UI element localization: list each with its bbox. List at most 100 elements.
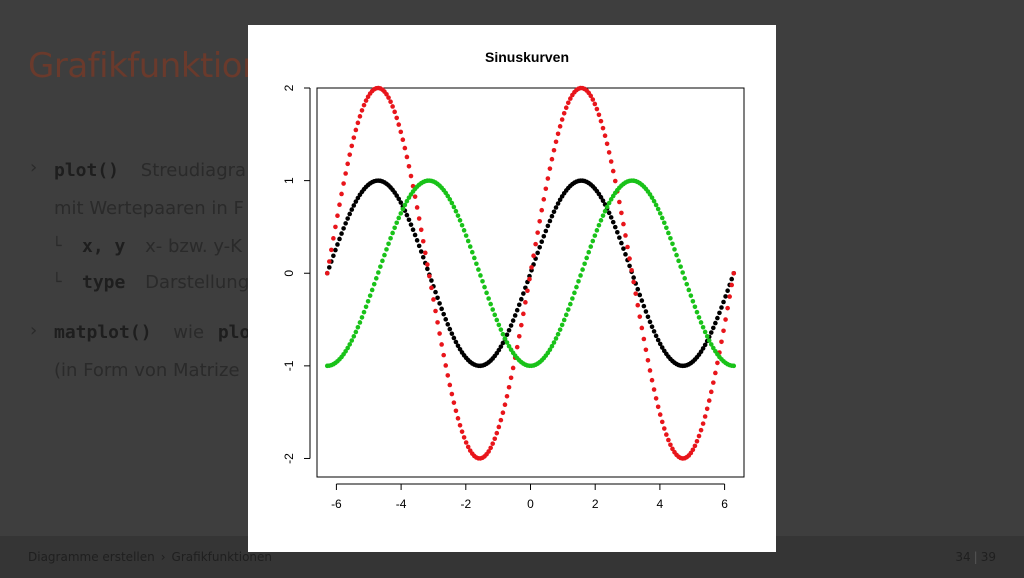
data-point (574, 284, 579, 290)
data-point (617, 235, 622, 240)
data-point (606, 210, 612, 216)
data-point (508, 375, 514, 381)
data-point (427, 273, 432, 279)
data-point (439, 306, 444, 312)
data-point (655, 337, 661, 343)
bullet-matplot: matplot() wie plo (54, 322, 250, 343)
data-point (335, 242, 340, 247)
data-point (449, 200, 455, 206)
data-point (666, 437, 671, 443)
data-point (625, 244, 630, 250)
data-point (617, 199, 622, 205)
bullet-marker-icon: › (30, 320, 38, 341)
data-point (345, 345, 350, 351)
data-point (708, 389, 714, 395)
data-point (341, 181, 346, 186)
data-point (639, 298, 645, 303)
data-point (359, 315, 365, 320)
series-layer (324, 85, 737, 461)
data-point (717, 310, 722, 316)
data-point (437, 331, 442, 336)
data-point (418, 249, 424, 254)
data-point (690, 298, 696, 304)
data-point (696, 315, 702, 320)
data-point (406, 217, 412, 223)
data-point (565, 100, 571, 106)
data-point (478, 273, 483, 278)
breadcrumb-item-current[interactable]: Grafikfunktionen (171, 550, 272, 564)
data-point (686, 287, 692, 293)
data-point (469, 249, 475, 255)
data-point (678, 264, 683, 269)
data-point (406, 163, 412, 169)
data-point (400, 206, 406, 212)
data-point (668, 235, 673, 241)
data-point (498, 327, 504, 332)
data-point (396, 215, 402, 221)
data-point (327, 259, 332, 264)
data-point (635, 302, 641, 308)
data-point (451, 204, 457, 210)
data-point (643, 309, 649, 314)
data-point (474, 261, 479, 267)
data-point (704, 406, 710, 412)
data-point (631, 279, 636, 285)
data-point (612, 178, 618, 184)
data-point (525, 288, 530, 294)
data-point (586, 249, 592, 255)
data-point (429, 285, 434, 291)
breadcrumb: Diagramme erstellen › Grafikfunktionen (28, 550, 272, 564)
bullet-matplot-text: wie (173, 322, 205, 343)
data-point (661, 220, 667, 226)
breadcrumb-item[interactable]: Diagramme erstellen (28, 550, 155, 564)
data-point (639, 325, 645, 331)
data-point (521, 291, 526, 296)
data-point (535, 230, 540, 235)
data-point (455, 343, 461, 349)
data-point (337, 202, 342, 207)
data-point (416, 216, 422, 221)
sub-bullet-type: type Darstellung (82, 272, 249, 293)
data-point (594, 228, 600, 233)
data-point (404, 198, 410, 204)
data-point (382, 252, 387, 258)
data-point (729, 276, 734, 282)
data-point (443, 363, 449, 368)
data-point (610, 168, 616, 174)
data-point (570, 296, 575, 301)
data-point (672, 247, 677, 252)
data-point (506, 327, 512, 333)
bullet-matplot-continuation: (in Form von Matrize (54, 360, 240, 381)
data-point (492, 312, 498, 318)
data-point (480, 278, 485, 284)
data-point (404, 212, 410, 218)
data-point (516, 302, 522, 308)
data-point (604, 204, 610, 210)
data-point (482, 284, 487, 290)
data-point (461, 435, 467, 440)
data-point (392, 109, 397, 115)
data-point (731, 363, 737, 369)
data-point (392, 225, 397, 231)
data-point (653, 333, 659, 339)
sub-bullet-xy-text: x- bzw. y-K (145, 236, 242, 257)
data-point (633, 291, 638, 296)
data-point (682, 276, 688, 281)
data-point (666, 230, 671, 236)
data-point (553, 139, 559, 145)
data-point (453, 208, 459, 214)
data-point (623, 233, 628, 238)
data-point (376, 270, 381, 275)
data-point (694, 309, 700, 315)
data-point (698, 320, 704, 325)
data-point (349, 207, 355, 212)
data-point (649, 195, 655, 200)
data-point (608, 215, 614, 220)
page-total: 39 (980, 550, 996, 564)
data-point (592, 101, 598, 107)
data-point (486, 296, 491, 301)
data-point (598, 194, 604, 200)
data-point (380, 258, 385, 264)
y-axis: -2 -1 0 1 2 (282, 84, 311, 464)
data-point (423, 250, 428, 256)
